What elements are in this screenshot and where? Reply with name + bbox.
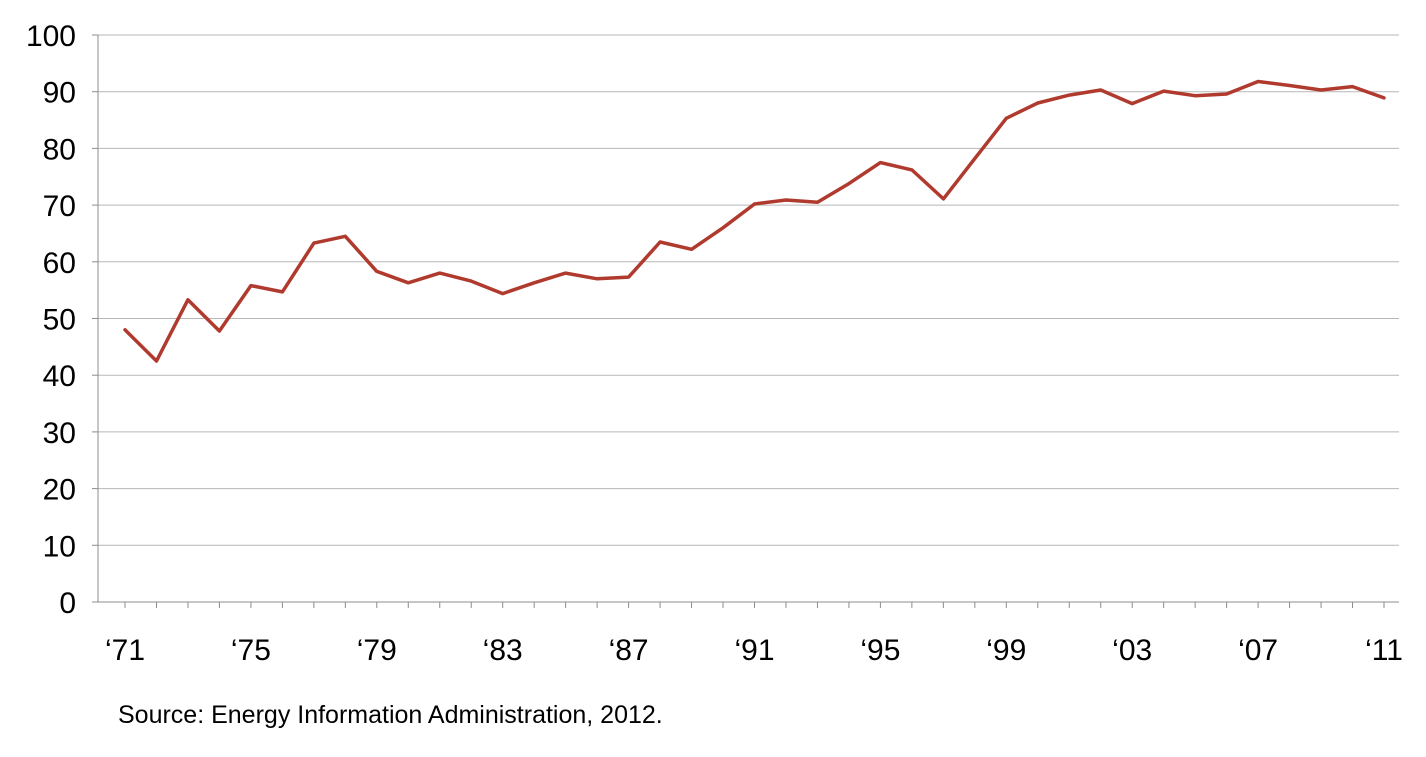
data-point-1977 <box>312 241 316 245</box>
data-point-1994 <box>847 182 851 186</box>
x-axis-tick-labels: ‘71 ‘75 ‘79 ‘83 ‘87 ‘91 ‘95 ‘99 ‘03 ‘07 ‘11 <box>105 634 1403 667</box>
data-point-1986 <box>595 277 599 281</box>
x-tick-label-1991: ‘91 <box>734 634 774 667</box>
y-tick-label-30: 30 <box>43 417 76 450</box>
y-tick-label-100: 100 <box>26 20 76 53</box>
y-tick-label-0: 0 <box>59 587 76 620</box>
data-point-1978 <box>343 234 347 238</box>
data-point-2004 <box>1162 89 1166 93</box>
data-point-1999 <box>1004 116 1008 120</box>
data-point-1997 <box>941 197 945 201</box>
data-point-2001 <box>1067 93 1071 97</box>
data-point-2008 <box>1288 83 1292 87</box>
data-point-1974 <box>217 329 221 333</box>
y-tick-label-60: 60 <box>43 247 76 280</box>
x-tick-label-2003: ‘03 <box>1112 634 1152 667</box>
data-point-1995 <box>878 161 882 165</box>
y-axis-tick-labels: 0 10 20 30 40 50 60 70 80 90 100 <box>26 20 76 620</box>
data-point-1998 <box>973 157 977 161</box>
x-tick-label-1975: ‘75 <box>231 634 271 667</box>
gridlines <box>98 34 1399 546</box>
data-point-1973 <box>186 298 190 302</box>
data-point-2009 <box>1319 88 1323 92</box>
data-point-1989 <box>690 247 694 251</box>
x-tick-label-1971: ‘71 <box>105 634 145 667</box>
y-tick-label-20: 20 <box>43 474 76 507</box>
data-point-1979 <box>375 269 379 273</box>
data-point-1996 <box>910 168 914 172</box>
y-tick-label-80: 80 <box>43 133 76 166</box>
data-point-1988 <box>658 240 662 244</box>
y-tick-label-50: 50 <box>43 304 76 337</box>
data-point-1976 <box>280 290 284 294</box>
series-line-0 <box>123 79 1386 363</box>
x-tick-label-1979: ‘79 <box>357 634 397 667</box>
x-tick-label-1999: ‘99 <box>986 634 1026 667</box>
data-point-1987 <box>627 275 631 279</box>
data-point-2006 <box>1225 92 1229 96</box>
y-tick-label-40: 40 <box>43 360 76 393</box>
data-point-1992 <box>784 198 788 202</box>
data-point-2005 <box>1193 94 1197 98</box>
y-tick-label-10: 10 <box>43 530 76 563</box>
data-point-1984 <box>532 281 536 285</box>
data-point-1993 <box>815 200 819 204</box>
data-point-1971 <box>123 328 127 332</box>
data-point-2007 <box>1256 79 1260 83</box>
x-tick-label-1983: ‘83 <box>483 634 523 667</box>
series-layer <box>123 79 1386 363</box>
data-point-2010 <box>1351 85 1355 89</box>
y-tick-label-70: 70 <box>43 190 76 223</box>
x-tick-label-1995: ‘95 <box>860 634 900 667</box>
source-note: Source: Energy Information Administratio… <box>118 701 663 729</box>
data-point-1980 <box>406 281 410 285</box>
data-point-2002 <box>1099 88 1103 92</box>
data-point-1981 <box>438 271 442 275</box>
data-point-2000 <box>1036 101 1040 105</box>
x-tick-label-2007: ‘07 <box>1238 634 1278 667</box>
data-point-1975 <box>249 284 253 288</box>
x-tick-label-2011: ‘11 <box>1365 634 1403 667</box>
data-point-1983 <box>501 292 505 296</box>
data-point-1990 <box>721 226 725 230</box>
data-point-1985 <box>564 271 568 275</box>
x-tick-label-1987: ‘87 <box>609 634 649 667</box>
data-point-1972 <box>154 359 158 363</box>
axes <box>92 34 1399 608</box>
data-point-1991 <box>753 202 757 206</box>
data-point-2003 <box>1130 102 1134 106</box>
y-tick-label-90: 90 <box>43 77 76 110</box>
data-point-1982 <box>469 279 473 283</box>
data-point-2011 <box>1382 96 1386 100</box>
